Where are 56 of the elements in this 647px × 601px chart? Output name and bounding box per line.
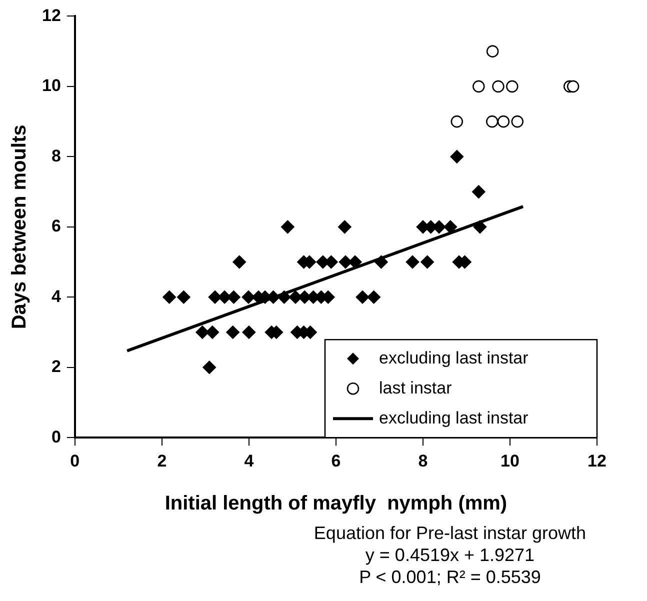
y-tick-label: 12 xyxy=(42,6,61,25)
legend-label: excluding last instar xyxy=(379,408,529,428)
x-tick-label: 8 xyxy=(418,451,428,470)
point xyxy=(356,290,370,304)
point xyxy=(367,290,380,304)
text: y = 0.4519x + 1.9271 xyxy=(364,544,536,566)
point xyxy=(450,150,464,164)
legend-label: last instar xyxy=(379,378,452,398)
y-tick-label: 0 xyxy=(51,427,61,446)
y-tick-label: 10 xyxy=(42,76,61,96)
text: Equation for Pre-last instar growth xyxy=(312,522,588,544)
x-axis-title: Initial length of mayfly nymph (mm) xyxy=(164,492,508,515)
x-tick-label: 6 xyxy=(331,451,341,470)
point xyxy=(226,326,240,339)
x-tick-label: 2 xyxy=(157,451,167,470)
point xyxy=(450,115,464,128)
point xyxy=(278,290,291,304)
point xyxy=(444,220,458,234)
point xyxy=(374,255,388,269)
x-tick-label: 4 xyxy=(244,451,254,470)
point xyxy=(511,115,524,128)
point xyxy=(472,80,485,93)
point xyxy=(472,185,486,198)
y-tick-label: 2 xyxy=(51,357,61,376)
point xyxy=(242,290,256,304)
text: P < 0.001; R² = 0.5539 xyxy=(358,566,542,588)
point xyxy=(232,255,246,269)
point xyxy=(227,290,240,304)
y-tick-label: 6 xyxy=(51,216,61,236)
point xyxy=(497,115,510,128)
point xyxy=(473,220,487,234)
point xyxy=(202,360,216,374)
point xyxy=(162,290,176,304)
x-tick-label: 12 xyxy=(588,451,606,470)
x-tick-label: 0 xyxy=(70,451,80,470)
point xyxy=(288,290,302,304)
point xyxy=(492,80,504,93)
legend-label: excluding last instar xyxy=(379,348,529,368)
y-axis-title: Days between moults xyxy=(8,124,31,330)
y-tick-label: 4 xyxy=(51,286,62,306)
point xyxy=(208,290,222,304)
x-tick-label: 10 xyxy=(500,451,520,470)
point xyxy=(486,45,499,58)
point xyxy=(206,326,220,339)
y-tick-label: 8 xyxy=(51,146,61,166)
point xyxy=(420,255,434,269)
point xyxy=(486,115,498,128)
point xyxy=(406,255,420,269)
point xyxy=(566,80,580,93)
point xyxy=(177,290,190,304)
point xyxy=(196,326,210,339)
point xyxy=(506,80,518,93)
point xyxy=(281,220,294,234)
point xyxy=(242,326,256,339)
point xyxy=(338,220,352,234)
point xyxy=(348,255,362,269)
